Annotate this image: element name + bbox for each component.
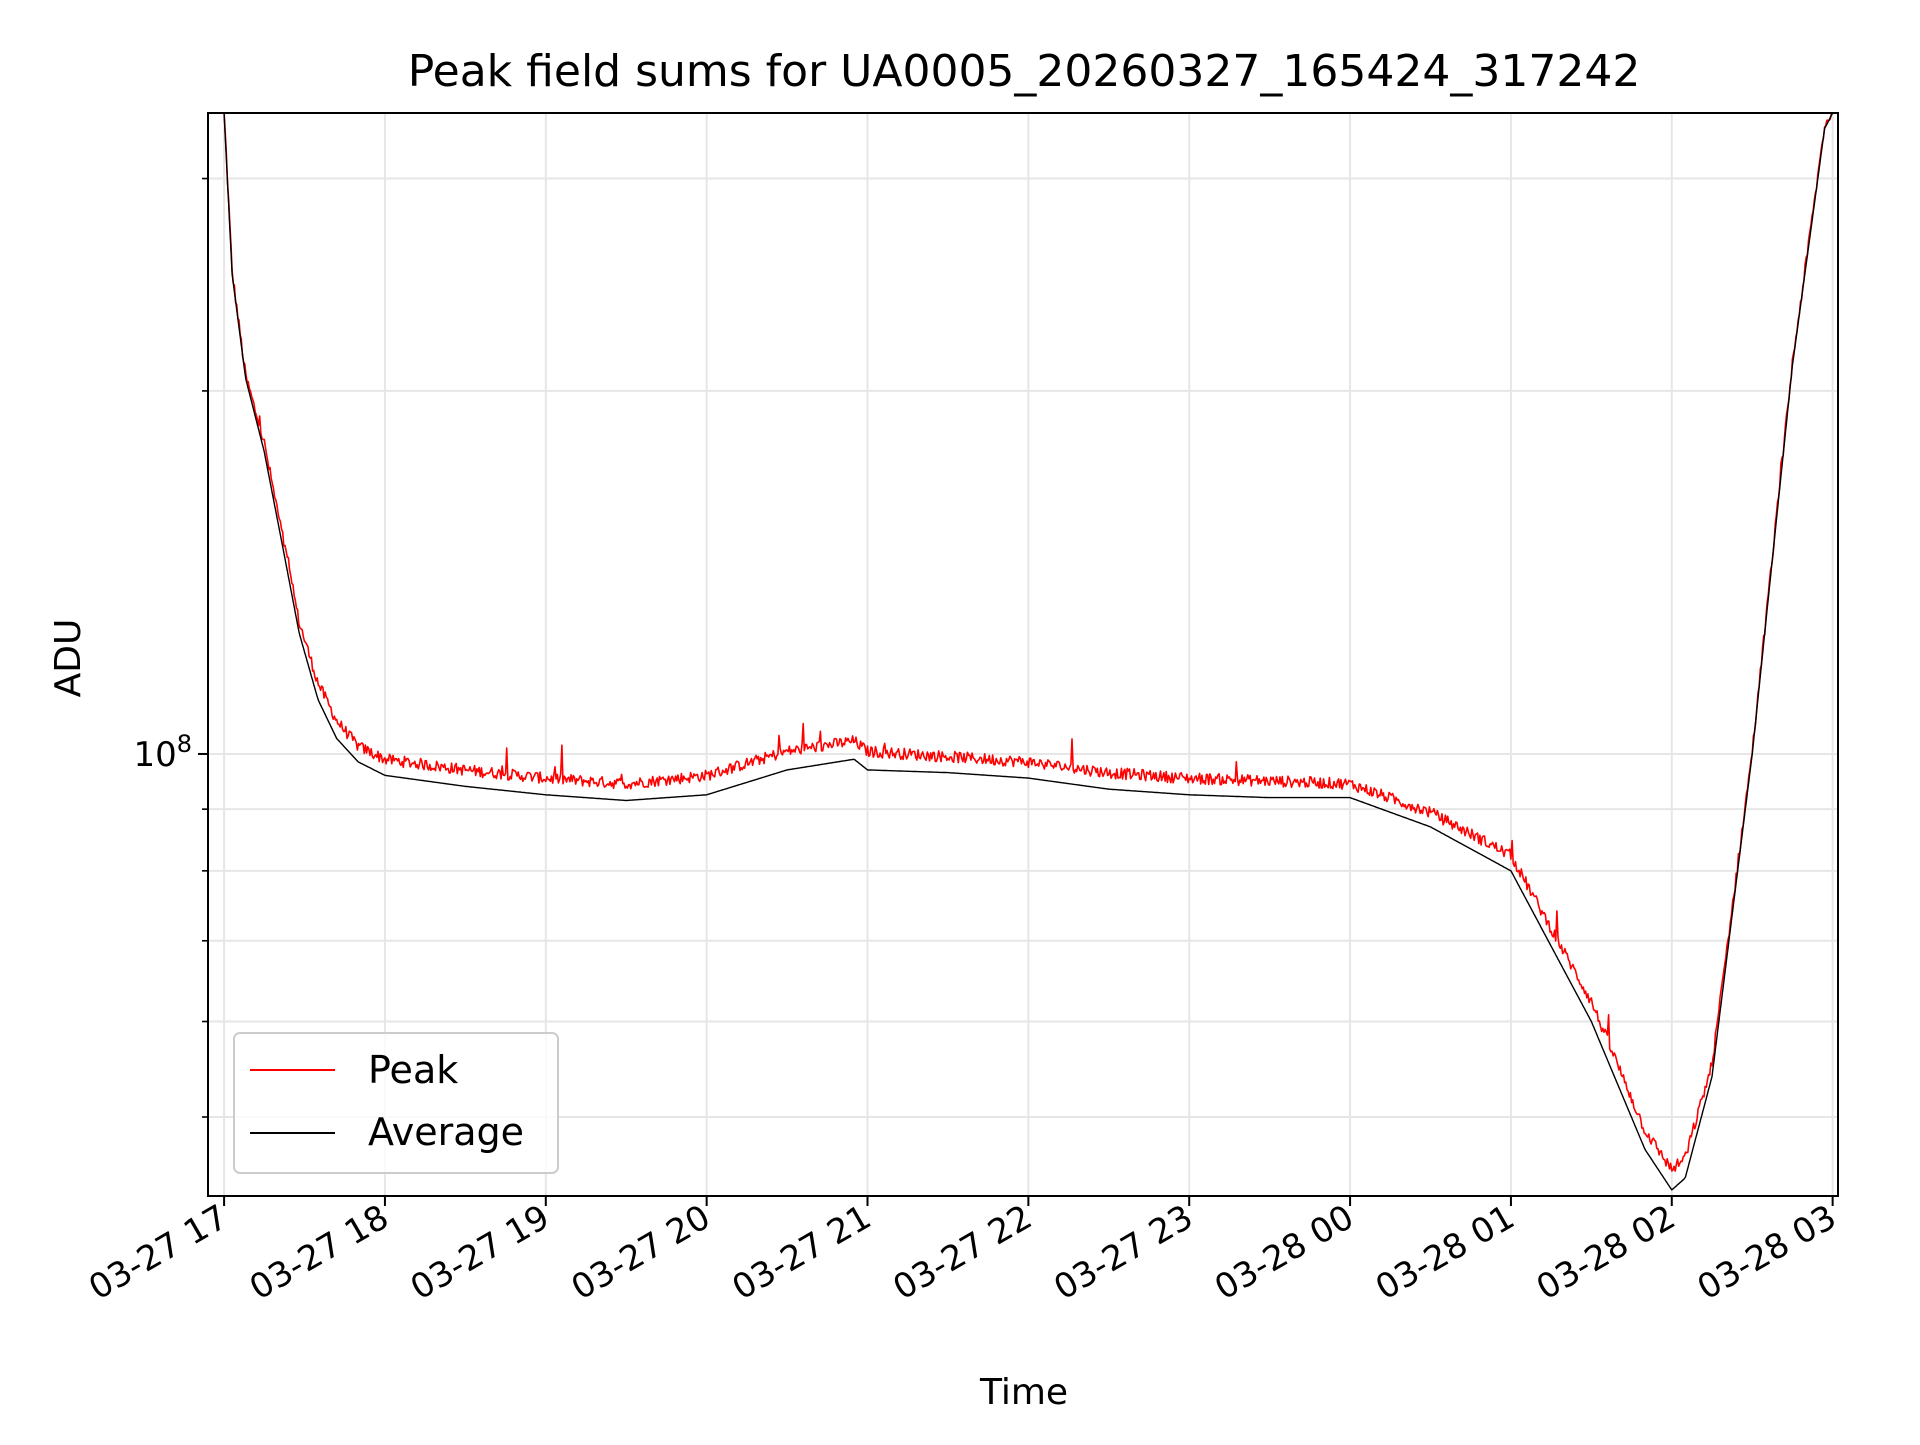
x-axis-label: Time bbox=[979, 1372, 1068, 1413]
grid bbox=[208, 113, 1838, 1196]
series-line-peak bbox=[223, 112, 1833, 1172]
plot-frame bbox=[207, 112, 1839, 1197]
legend-box bbox=[233, 1032, 559, 1174]
legend-label-peak: Peak bbox=[368, 1048, 458, 1092]
y-axis-label: ADU bbox=[48, 619, 89, 698]
series-group bbox=[223, 112, 1834, 1191]
series-line-average bbox=[223, 112, 1834, 1191]
legend: Peak Average bbox=[233, 1032, 559, 1174]
y-tick-label: 108 bbox=[133, 730, 192, 775]
chart-title: Peak field sums for UA0005_20260327_1654… bbox=[408, 46, 1641, 97]
legend-label-average: Average bbox=[368, 1110, 524, 1154]
